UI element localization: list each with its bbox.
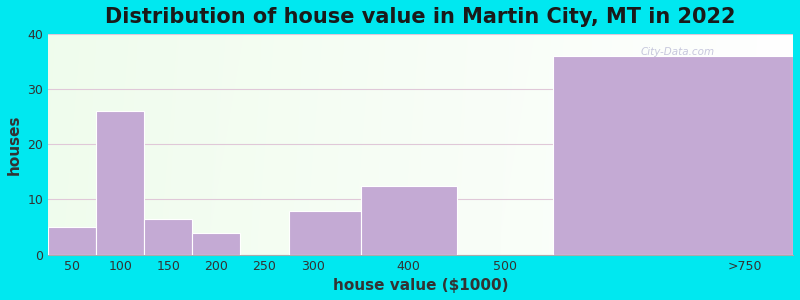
Title: Distribution of house value in Martin City, MT in 2022: Distribution of house value in Martin Ci…: [106, 7, 736, 27]
Bar: [144, 219, 192, 255]
Bar: [289, 211, 361, 255]
Bar: [192, 232, 241, 255]
Bar: [361, 186, 457, 255]
Bar: [553, 56, 793, 255]
Text: City-Data.com: City-Data.com: [641, 47, 714, 57]
Y-axis label: houses: houses: [7, 114, 22, 175]
Bar: [48, 227, 96, 255]
Bar: [96, 111, 144, 255]
X-axis label: house value ($1000): house value ($1000): [333, 278, 508, 293]
